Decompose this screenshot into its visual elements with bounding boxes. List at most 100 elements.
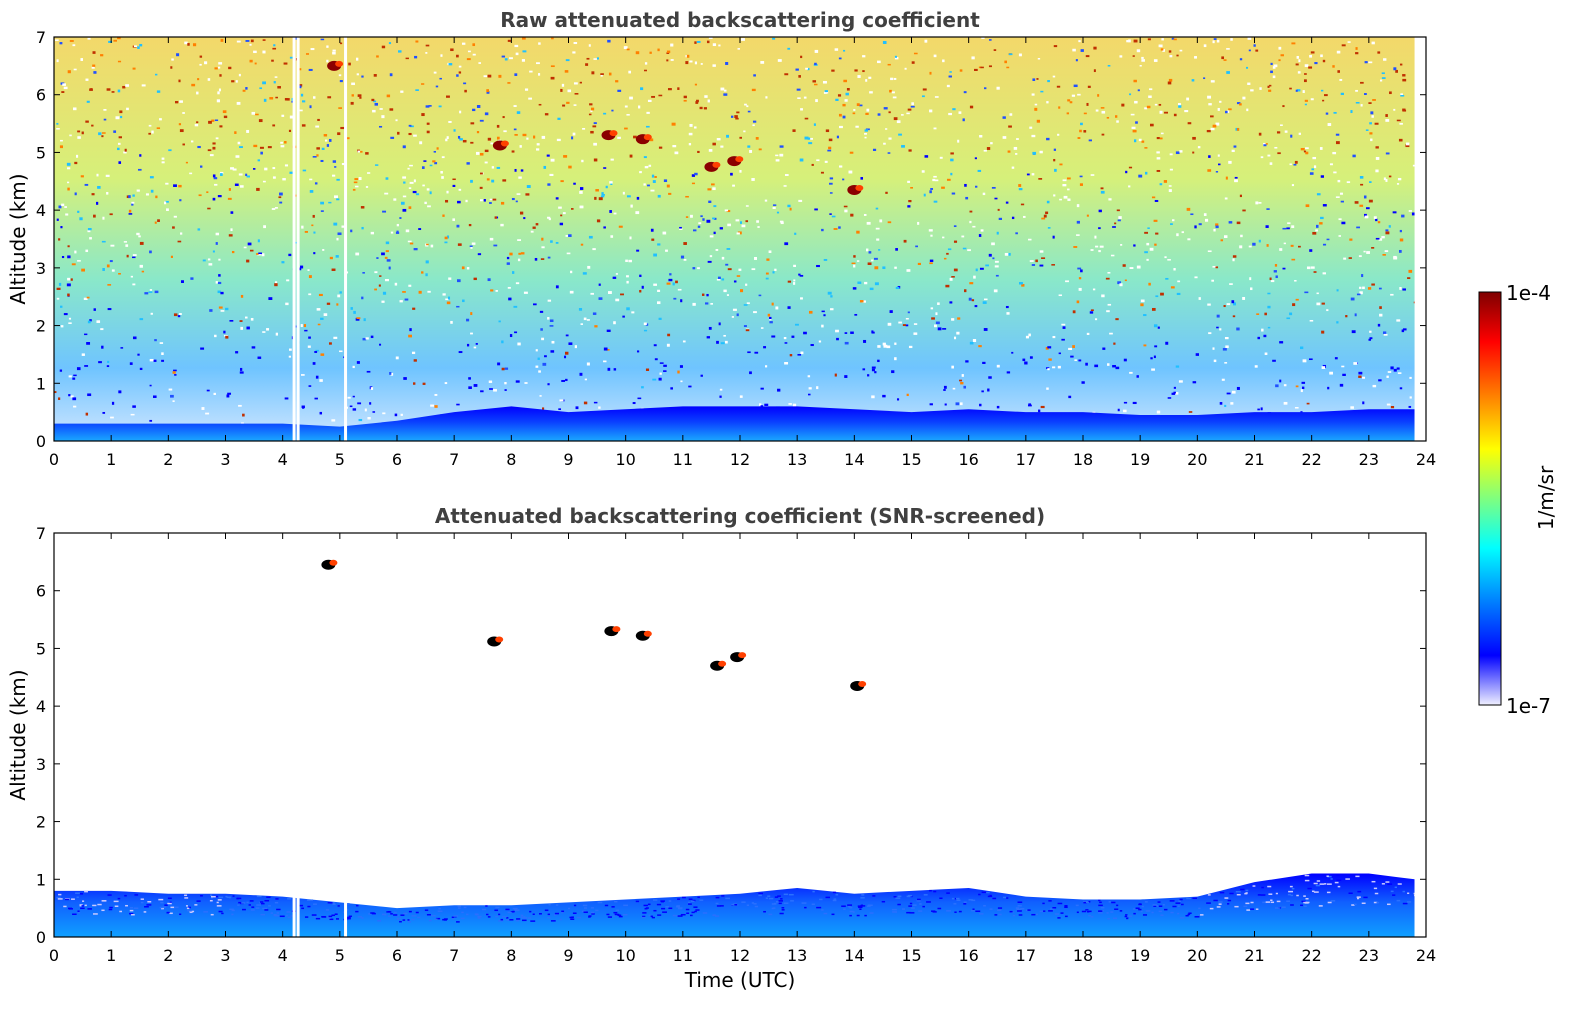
noise-pixel — [766, 258, 770, 261]
noise-pixel — [139, 43, 143, 47]
noise-pixel — [332, 51, 336, 55]
noise-pixel — [1212, 124, 1217, 128]
noise-pixel — [894, 55, 897, 58]
noise-pixel — [103, 118, 107, 121]
noise-pixel — [262, 81, 266, 85]
noise-pixel — [479, 172, 483, 175]
noise-pixel — [747, 145, 751, 148]
bl-texture-pixel — [396, 918, 400, 921]
noise-pixel — [1305, 204, 1310, 208]
noise-pixel — [885, 191, 888, 194]
noise-pixel — [435, 85, 439, 88]
noise-pixel — [434, 405, 438, 408]
noise-pixel — [943, 385, 947, 389]
noise-pixel — [615, 273, 618, 275]
bl-texture-pixel — [246, 901, 249, 904]
noise-pixel — [643, 156, 647, 159]
x-tick-label: 19 — [1130, 450, 1150, 469]
bl-texture-pixel — [688, 903, 692, 905]
noise-pixel — [284, 141, 287, 144]
bl-texture-pixel — [1025, 909, 1029, 912]
bl-texture-pixel — [1288, 890, 1294, 893]
noise-pixel — [603, 112, 607, 115]
noise-pixel — [426, 130, 430, 134]
noise-pixel — [516, 111, 521, 114]
noise-pixel — [148, 124, 152, 127]
x-tick-label: 0 — [49, 946, 59, 965]
noise-pixel — [862, 300, 866, 303]
bl-texture-pixel — [218, 896, 224, 899]
bl-texture-pixel — [287, 898, 292, 900]
noise-pixel — [644, 62, 648, 65]
y-tick-label: 0 — [36, 432, 46, 451]
noise-pixel — [1258, 132, 1262, 136]
bl-texture-pixel — [978, 893, 981, 896]
bl-texture-pixel — [832, 891, 836, 894]
bl-texture-pixel — [477, 915, 482, 918]
noise-pixel — [706, 293, 709, 297]
noise-pixel — [1058, 294, 1062, 297]
bl-texture-pixel — [97, 903, 102, 906]
noise-pixel — [207, 258, 211, 261]
noise-pixel — [389, 372, 392, 375]
noise-pixel — [626, 48, 630, 51]
noise-pixel — [876, 238, 880, 241]
noise-pixel — [263, 98, 267, 102]
cloud-feature-core — [329, 559, 338, 566]
noise-pixel — [539, 395, 542, 397]
bl-texture-pixel — [544, 909, 549, 912]
bl-texture-pixel — [1290, 894, 1293, 897]
noise-pixel — [607, 39, 611, 43]
noise-pixel — [155, 73, 158, 76]
noise-pixel — [1341, 365, 1345, 368]
noise-pixel — [257, 253, 262, 256]
noise-pixel — [238, 73, 241, 77]
noise-pixel — [736, 313, 739, 317]
noise-pixel — [1036, 119, 1041, 123]
bl-texture-pixel — [1209, 907, 1214, 910]
noise-pixel — [215, 281, 218, 284]
noise-pixel — [1372, 384, 1377, 388]
noise-pixel — [677, 288, 682, 291]
bl-texture-pixel — [650, 915, 653, 918]
noise-pixel — [277, 86, 281, 89]
noise-pixel — [339, 291, 342, 294]
noise-pixel — [1254, 365, 1258, 368]
noise-pixel — [523, 291, 528, 294]
noise-pixel — [230, 211, 234, 214]
bl-texture-pixel — [1088, 910, 1092, 913]
noise-pixel — [601, 192, 604, 195]
noise-pixel — [413, 382, 416, 385]
noise-pixel — [626, 307, 630, 311]
noise-pixel — [1068, 395, 1072, 399]
noise-pixel — [479, 153, 484, 156]
noise-pixel — [107, 360, 110, 363]
noise-pixel — [1160, 292, 1164, 296]
noise-pixel — [356, 317, 361, 320]
noise-pixel — [716, 138, 721, 141]
noise-pixel — [511, 150, 515, 153]
noise-pixel — [246, 175, 250, 178]
noise-pixel — [582, 272, 587, 275]
bl-texture-pixel — [1326, 883, 1332, 885]
bl-texture-pixel — [415, 911, 419, 914]
noise-pixel — [473, 384, 478, 387]
noise-pixel — [1173, 38, 1177, 41]
noise-pixel — [1191, 79, 1195, 82]
noise-pixel — [1354, 201, 1359, 204]
noise-pixel — [579, 205, 584, 209]
noise-pixel — [1316, 224, 1319, 228]
noise-pixel — [518, 252, 522, 255]
noise-pixel — [395, 356, 399, 360]
noise-pixel — [658, 146, 663, 149]
noise-pixel — [550, 240, 553, 243]
noise-pixel — [1052, 335, 1056, 339]
noise-pixel — [751, 178, 755, 181]
noise-pixel — [234, 183, 239, 186]
noise-pixel — [685, 216, 689, 218]
noise-pixel — [141, 270, 145, 273]
noise-pixel — [461, 266, 465, 270]
noise-pixel — [1168, 189, 1172, 193]
noise-pixel — [1385, 152, 1390, 155]
